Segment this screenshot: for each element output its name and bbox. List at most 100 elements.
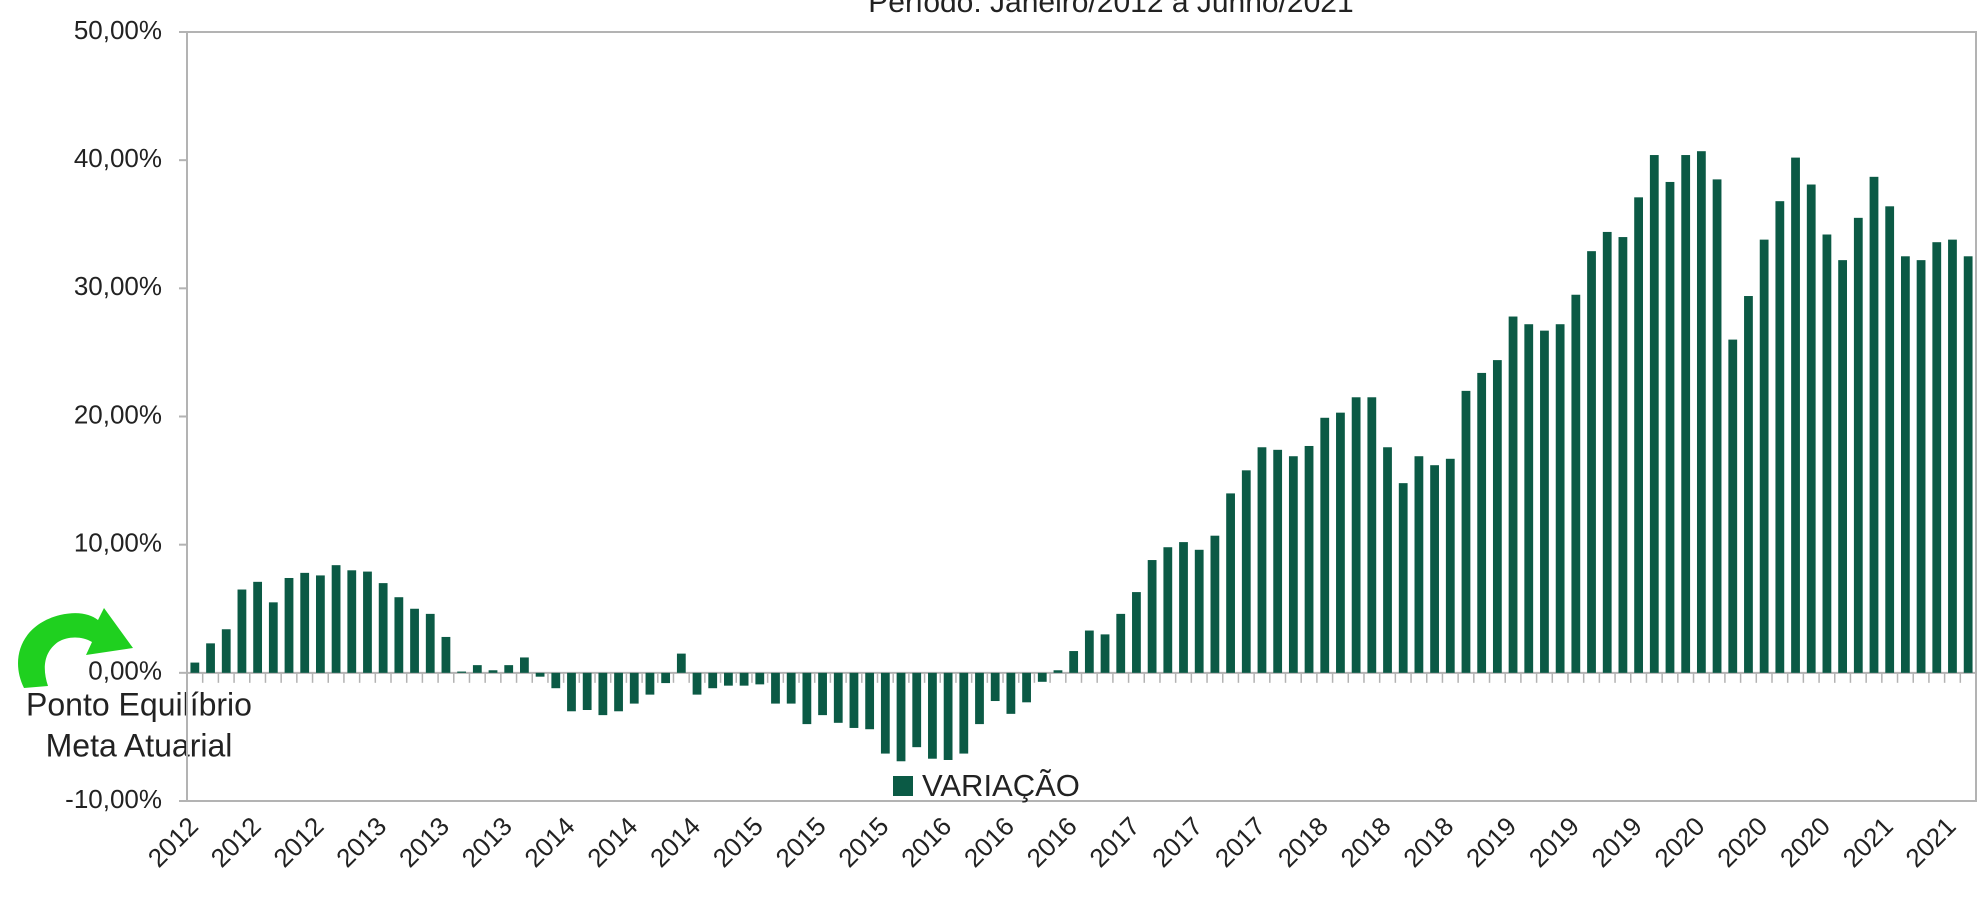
x-tick-label: 2014	[581, 811, 643, 873]
bar	[1853, 217, 1863, 673]
bar	[331, 565, 341, 673]
x-tick-label: 2020	[1774, 811, 1836, 873]
bar	[1477, 372, 1487, 673]
bar	[661, 672, 671, 684]
x-tick-label: 2015	[770, 811, 832, 873]
bar	[1571, 294, 1581, 673]
bar	[1445, 458, 1455, 673]
bar	[1037, 672, 1047, 682]
bar	[1053, 670, 1063, 673]
bar	[237, 589, 247, 673]
bar	[300, 572, 310, 673]
y-tick-label: 10,00%	[74, 528, 162, 558]
bar	[865, 672, 875, 730]
x-tick-label: 2014	[518, 811, 580, 873]
bar	[1775, 201, 1785, 673]
x-tick-label: 2019	[1460, 811, 1522, 873]
bar	[535, 672, 545, 677]
bar	[284, 577, 294, 673]
bar	[1665, 181, 1675, 673]
bar	[1006, 672, 1016, 714]
bar	[1885, 206, 1895, 673]
bar	[363, 571, 372, 673]
bar	[504, 665, 514, 673]
bar	[786, 672, 796, 704]
bar	[457, 671, 467, 673]
bar	[1681, 155, 1691, 673]
bar	[1712, 179, 1722, 673]
bar	[1822, 234, 1832, 673]
y-tick-label: 30,00%	[74, 271, 162, 301]
bar	[488, 670, 498, 673]
bar	[1602, 231, 1612, 673]
x-tick-label: 2020	[1711, 811, 1773, 873]
x-tick-label: 2016	[958, 811, 1020, 873]
bar	[1069, 651, 1079, 673]
bar	[1383, 447, 1392, 673]
bar	[1932, 242, 1942, 673]
bar	[645, 672, 655, 695]
bar	[692, 672, 702, 695]
bar	[739, 672, 749, 686]
bar	[1022, 672, 1031, 703]
arrow-icon	[18, 608, 133, 688]
bar	[1273, 449, 1283, 673]
bar	[1649, 155, 1659, 673]
bar	[190, 662, 200, 673]
y-tick-label: 40,00%	[74, 143, 162, 173]
bar	[676, 653, 686, 673]
y-tick-label: 0,00%	[88, 656, 162, 686]
x-tick-label: 2015	[707, 811, 769, 873]
bar	[1916, 260, 1926, 673]
bar	[441, 636, 451, 673]
y-tick-label: -10,00%	[65, 784, 162, 814]
x-tick-label: 2018	[1272, 811, 1334, 873]
bar	[206, 643, 215, 673]
bar	[425, 613, 435, 673]
bar	[1634, 197, 1643, 673]
bar	[1288, 456, 1298, 673]
bar	[802, 672, 812, 725]
bar	[472, 665, 482, 673]
bar	[1791, 157, 1800, 673]
bar	[1241, 470, 1251, 673]
x-tick-label: 2015	[832, 811, 894, 873]
bar	[221, 629, 231, 673]
bar	[1132, 592, 1141, 673]
bar	[1461, 390, 1471, 673]
bar	[1540, 330, 1549, 673]
bar	[1759, 239, 1769, 673]
bar	[1257, 447, 1267, 673]
bar	[394, 597, 404, 673]
plot-frame	[186, 31, 1977, 802]
bar	[629, 672, 639, 704]
bar	[708, 672, 718, 689]
bar	[990, 672, 1000, 702]
bar	[582, 672, 592, 711]
x-tick-label: 2018	[1335, 811, 1397, 873]
x-tick-label: 2013	[456, 811, 518, 873]
bar	[410, 608, 419, 673]
bar	[818, 672, 827, 716]
legend-swatch	[893, 776, 913, 796]
bar	[1163, 547, 1173, 673]
x-tick-label: 2013	[393, 811, 455, 873]
bar	[1304, 445, 1314, 673]
x-tick-label: 2012	[205, 811, 267, 873]
bar	[1414, 456, 1424, 673]
bar	[896, 672, 906, 762]
x-tick-label: 2012	[142, 811, 204, 873]
x-tick-label: 2016	[1021, 811, 1083, 873]
bar	[1900, 256, 1910, 673]
bar	[1838, 260, 1848, 673]
bar	[378, 583, 388, 673]
x-tick-label: 2019	[1586, 811, 1648, 873]
bar	[1367, 397, 1377, 673]
x-tick-label: 2020	[1648, 811, 1710, 873]
bar	[1869, 176, 1879, 673]
bar	[1728, 339, 1738, 673]
x-tick-label: 2018	[1397, 811, 1459, 873]
bar	[614, 672, 623, 712]
bar	[849, 672, 859, 728]
